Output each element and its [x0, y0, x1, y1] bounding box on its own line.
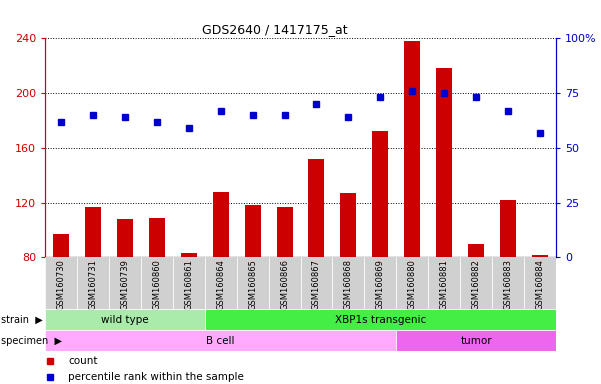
Text: wild type: wild type — [101, 314, 148, 325]
Text: GSM160860: GSM160860 — [152, 259, 161, 310]
Text: GSM160868: GSM160868 — [344, 259, 353, 310]
Bar — [141, 257, 173, 309]
Bar — [117, 219, 133, 257]
Text: tumor: tumor — [460, 336, 492, 346]
Bar — [45, 257, 77, 309]
Bar — [205, 257, 237, 309]
Text: GSM160881: GSM160881 — [440, 259, 449, 310]
Bar — [85, 207, 101, 257]
Bar — [173, 257, 205, 309]
Bar — [436, 68, 452, 257]
Bar — [428, 257, 460, 309]
Bar — [237, 257, 269, 309]
Text: GSM160867: GSM160867 — [312, 259, 321, 310]
Text: specimen  ▶: specimen ▶ — [1, 336, 62, 346]
Text: GSM160883: GSM160883 — [504, 259, 513, 310]
Text: GSM160865: GSM160865 — [248, 259, 257, 310]
Bar — [269, 257, 300, 309]
Text: percentile rank within the sample: percentile rank within the sample — [68, 372, 244, 382]
Bar — [524, 257, 556, 309]
Text: GSM160864: GSM160864 — [216, 259, 225, 310]
Bar — [460, 257, 492, 309]
Bar — [364, 257, 396, 309]
Text: GSM160884: GSM160884 — [535, 259, 545, 310]
Title: GDS2640 / 1417175_at: GDS2640 / 1417175_at — [202, 23, 348, 36]
Bar — [276, 207, 293, 257]
Bar — [245, 205, 261, 257]
Bar — [53, 234, 69, 257]
Bar — [45, 309, 205, 330]
Bar — [213, 192, 228, 257]
Text: XBP1s transgenic: XBP1s transgenic — [335, 314, 426, 325]
Bar — [308, 159, 325, 257]
Text: GSM160731: GSM160731 — [88, 259, 97, 310]
Bar — [492, 257, 524, 309]
Bar — [373, 131, 388, 257]
Bar — [396, 257, 429, 309]
Bar — [149, 218, 165, 257]
Text: GSM160861: GSM160861 — [185, 259, 194, 310]
Text: GSM160866: GSM160866 — [280, 259, 289, 310]
Bar — [340, 193, 356, 257]
Text: GSM160730: GSM160730 — [56, 259, 66, 310]
Bar — [404, 41, 420, 257]
Bar — [500, 200, 516, 257]
Bar — [532, 255, 548, 257]
Bar — [77, 257, 109, 309]
Bar — [396, 330, 556, 351]
Bar — [300, 257, 332, 309]
Text: GSM160869: GSM160869 — [376, 259, 385, 310]
Bar — [332, 257, 364, 309]
Bar — [45, 330, 396, 351]
Bar — [205, 309, 556, 330]
Text: GSM160880: GSM160880 — [407, 259, 416, 310]
Text: strain  ▶: strain ▶ — [1, 314, 43, 325]
Bar — [181, 253, 197, 257]
Bar — [109, 257, 141, 309]
Text: GSM160739: GSM160739 — [120, 259, 129, 310]
Text: B cell: B cell — [206, 336, 235, 346]
Text: count: count — [68, 356, 97, 366]
Text: GSM160882: GSM160882 — [472, 259, 481, 310]
Bar — [468, 243, 484, 257]
